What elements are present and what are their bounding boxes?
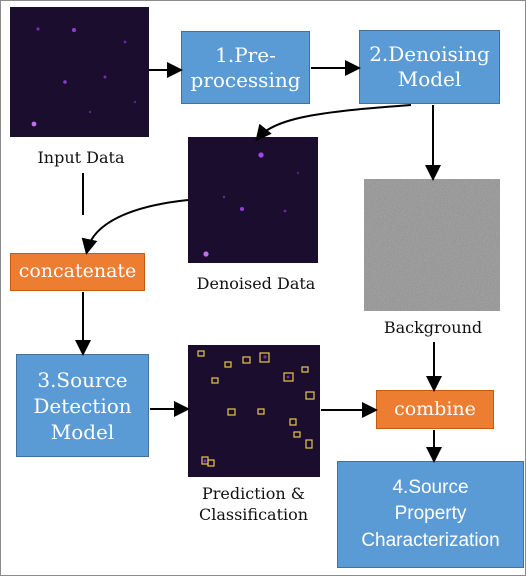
- concatenate-label: concatenate: [18, 260, 137, 283]
- preprocessing-label: 1.Pre- processing: [190, 42, 301, 92]
- combine-box: combine: [376, 390, 494, 429]
- prediction-image: [188, 345, 320, 477]
- input-sources: [31, 27, 137, 127]
- source-detection-box: 3.Source Detection Model: [16, 354, 149, 457]
- source-property-box: 4.Source Property Characterization: [337, 461, 524, 568]
- detection-overlay: [197, 350, 315, 467]
- source-detection-label: 3.Source Detection Model: [33, 367, 132, 444]
- input-data-image: [10, 7, 149, 137]
- denoising-model-box: 2.Denoising Model: [359, 30, 500, 104]
- source-property-label: 4.Source Property Characterization: [361, 476, 500, 551]
- denoising-model-label: 2.Denoising Model: [369, 42, 490, 91]
- input-data-label: Input Data: [37, 148, 125, 167]
- arrow-denoising-to-denoised: [255, 104, 412, 142]
- arrow-denoised-to-concatenate: [81, 199, 189, 255]
- denoised-data-label: Denoised Data: [196, 274, 316, 293]
- preprocessing-box: 1.Pre- processing: [181, 31, 310, 104]
- background-image: [364, 179, 500, 311]
- prediction-label: Prediction & Classification: [198, 484, 309, 524]
- background-noise: [364, 179, 500, 311]
- combine-label: combine: [394, 397, 476, 420]
- denoised-data-image: [188, 137, 318, 263]
- denoised-sources: [203, 152, 300, 257]
- background-label: Background: [383, 318, 483, 337]
- concatenate-box: concatenate: [10, 253, 145, 291]
